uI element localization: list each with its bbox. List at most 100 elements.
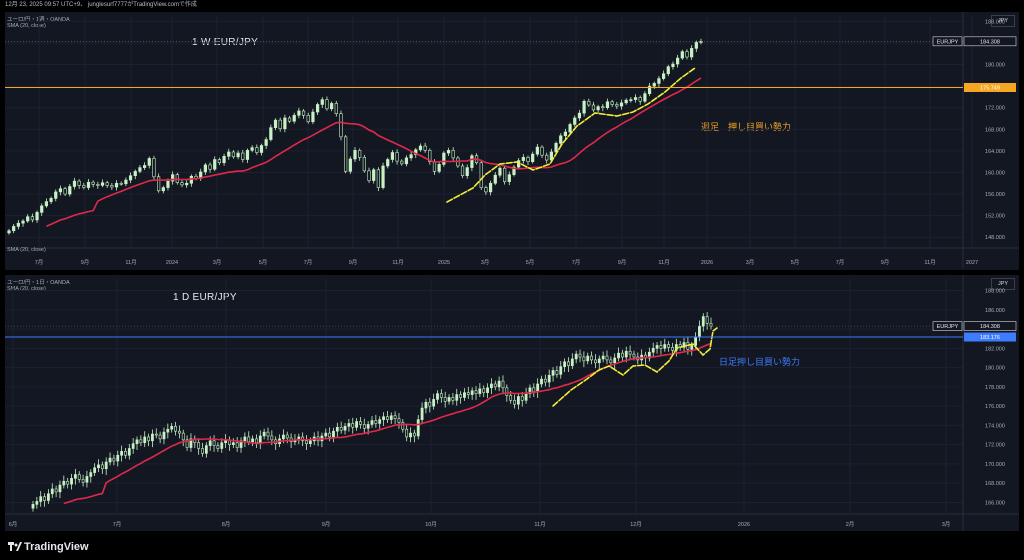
candle	[235, 442, 239, 448]
candle	[680, 51, 684, 59]
candle	[189, 438, 193, 448]
candle	[343, 426, 347, 431]
candle	[701, 316, 705, 327]
candle	[591, 104, 596, 111]
candle	[439, 393, 443, 398]
x-tick-label: 2026	[701, 260, 713, 266]
candle	[573, 117, 577, 125]
candle	[482, 388, 486, 393]
candle	[617, 352, 620, 359]
candle	[446, 150, 451, 154]
x-tick-label: 9月	[81, 259, 90, 266]
candle	[685, 51, 689, 58]
y-tick-label: 176.000	[985, 404, 1005, 410]
daily-currency-button[interactable]: JPY	[991, 278, 1015, 290]
candle	[651, 348, 655, 353]
weekly-candles	[7, 38, 703, 235]
candle	[590, 355, 593, 361]
daily-chart-title: 1 D EUR/JPY	[173, 292, 237, 303]
candle	[488, 182, 493, 193]
daily-price-axis: 166.000 168.000 170.000 172.000 174.000 176.0…	[985, 289, 1005, 507]
candle	[555, 370, 559, 375]
level-price-text: 175.749	[980, 85, 1000, 91]
candle	[147, 436, 150, 442]
candle	[325, 99, 329, 110]
y-tick-label: 166.000	[985, 500, 1005, 506]
candle	[154, 433, 158, 436]
candle	[528, 387, 532, 394]
candle	[152, 158, 156, 178]
candle	[676, 57, 680, 65]
candle	[659, 345, 663, 349]
last-price-text: 184.308	[980, 39, 1000, 45]
candle	[236, 152, 240, 158]
candle	[54, 488, 58, 493]
candle	[301, 110, 306, 116]
x-tick-label: 5月	[526, 259, 535, 266]
candle	[273, 119, 278, 128]
candle	[31, 504, 35, 509]
x-tick-label: 3月	[942, 521, 951, 528]
trend-drawing	[446, 67, 696, 203]
weekly-price-labels: EURJPY 184.308 175.749	[932, 36, 1017, 92]
y-tick-label: 148.000	[985, 235, 1005, 241]
candle	[624, 350, 628, 358]
daily-chart-panel[interactable]: ユーロ/円・1日・OANDA SMA (20, close) 1 D EUR/J…	[5, 275, 1019, 531]
candle	[308, 440, 312, 444]
candle	[513, 400, 516, 405]
candle	[535, 146, 539, 155]
candle	[484, 187, 488, 193]
y-tick-label: 182.000	[985, 346, 1005, 352]
candle	[351, 423, 355, 428]
daily-candlestick-chart[interactable]: 166.000 168.000 170.000 172.000 174.000 176.0…	[5, 275, 1019, 531]
candle	[551, 370, 555, 376]
candle	[409, 432, 412, 438]
candle	[204, 445, 208, 454]
x-tick-label: 11月	[125, 259, 136, 266]
candle	[386, 159, 390, 167]
y-tick-label: 186.000	[985, 308, 1005, 314]
weekly-candlestick-chart[interactable]: 148.000 152.000 156.000 160.000 164.000 168.0…	[5, 12, 1019, 270]
candle	[285, 434, 289, 439]
candle	[278, 119, 282, 130]
candle	[243, 436, 247, 442]
candle	[166, 428, 170, 433]
candle	[663, 344, 667, 349]
brand-name[interactable]: TradingView	[24, 541, 89, 553]
candle	[521, 157, 525, 161]
candle	[400, 160, 404, 165]
candle	[509, 395, 513, 401]
candle	[283, 117, 287, 130]
candle	[376, 169, 380, 188]
candle	[174, 426, 177, 432]
candle	[89, 472, 93, 477]
candle	[320, 99, 324, 105]
weekly-currency-button[interactable]: JPY	[991, 15, 1015, 27]
candle	[412, 432, 416, 437]
candle	[170, 426, 174, 430]
candle	[259, 145, 264, 153]
candle	[451, 150, 455, 159]
x-tick-label: 8月	[222, 521, 231, 528]
candle	[451, 397, 455, 401]
candle	[559, 366, 563, 375]
candle	[344, 136, 348, 172]
weekly-chart-panel[interactable]: ユーロ/円・1週・OANDA SMA (20, close) 1 W EUR/J…	[5, 12, 1019, 270]
candle	[628, 350, 632, 355]
candle	[231, 151, 236, 158]
daily-indicator-header: SMA (20, close)	[7, 286, 46, 292]
candle	[436, 393, 439, 400]
candle	[16, 222, 20, 227]
x-tick-label: 12月	[630, 521, 642, 528]
y-tick-label: 172.000	[985, 106, 1005, 112]
candle	[594, 359, 597, 364]
candle	[114, 182, 119, 188]
candle	[682, 342, 686, 348]
candle	[292, 114, 296, 122]
x-tick-label: 7月	[304, 259, 313, 266]
y-tick-label: 178.000	[985, 385, 1005, 391]
x-tick-label: 5月	[259, 259, 268, 266]
candle	[577, 112, 582, 119]
candle	[66, 480, 70, 485]
candle	[540, 146, 544, 156]
